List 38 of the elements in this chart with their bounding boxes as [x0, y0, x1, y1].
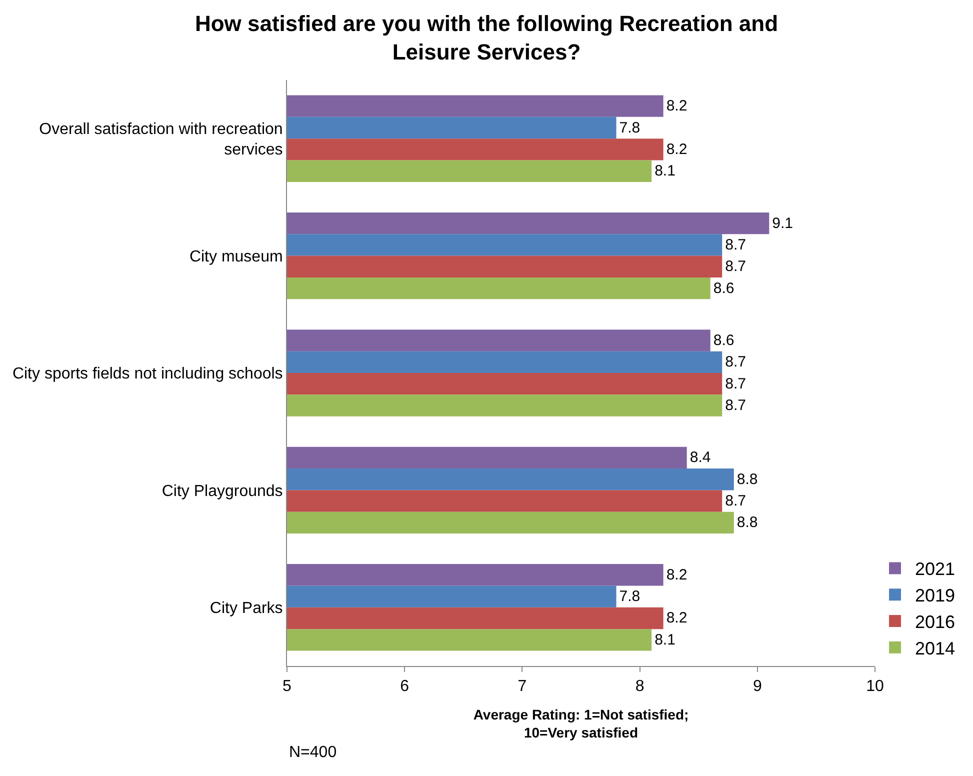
data-label: 8.2 [666, 566, 688, 584]
data-label: 8.7 [725, 492, 746, 510]
y-tick-label: Overall satisfaction with recreation services [39, 120, 283, 159]
data-label: 8.1 [654, 631, 676, 648]
data-label: 7.8 [619, 119, 640, 136]
y-tick-label: City Parks [210, 600, 283, 617]
data-label: 8.2 [666, 98, 688, 115]
data-label: 8.6 [713, 332, 734, 349]
legend-label: 2019 [915, 586, 956, 606]
data-label: 8.7 [725, 236, 746, 254]
text: N=400 [289, 744, 337, 761]
y-tick-label: City museum [189, 248, 283, 266]
y-tick-label: City Playgrounds [162, 482, 283, 500]
data-label: 8.2 [666, 610, 688, 627]
data-label: 8.2 [666, 140, 688, 158]
data-label: 8.8 [736, 470, 758, 488]
x-axis-title: Average Rating: 1=Not satisfied; 10=Very satisfied [473, 706, 689, 741]
y-tick-label: City sports fields not including schools [12, 366, 283, 383]
x-tick-label: 8 [635, 678, 644, 696]
data-label: 8.7 [725, 354, 746, 371]
data-label: 9.1 [772, 214, 794, 232]
data-label: 8.7 [725, 375, 746, 392]
legend-label: 2014 [915, 638, 956, 658]
data-label: 8.8 [736, 514, 758, 532]
x-tick-label: 7 [518, 678, 527, 696]
legend-label: 2021 [915, 559, 956, 580]
x-tick-label: 6 [400, 678, 410, 696]
data-label: 8.6 [713, 280, 734, 297]
legend-label: 2016 [915, 612, 956, 632]
data-label: 8.7 [725, 397, 746, 414]
data-label: 8.1 [654, 162, 676, 180]
data-label: 8.7 [725, 258, 746, 276]
x-tick-label: 5 [282, 678, 292, 696]
x-tick-label: 9 [752, 678, 762, 696]
data-label: 8.4 [690, 449, 711, 466]
data-label: 7.8 [619, 588, 640, 606]
x-tick-label: 10 [866, 678, 884, 696]
chart-title: How satisfied are you with the following Recreation and Leisure Services? [194, 11, 778, 65]
